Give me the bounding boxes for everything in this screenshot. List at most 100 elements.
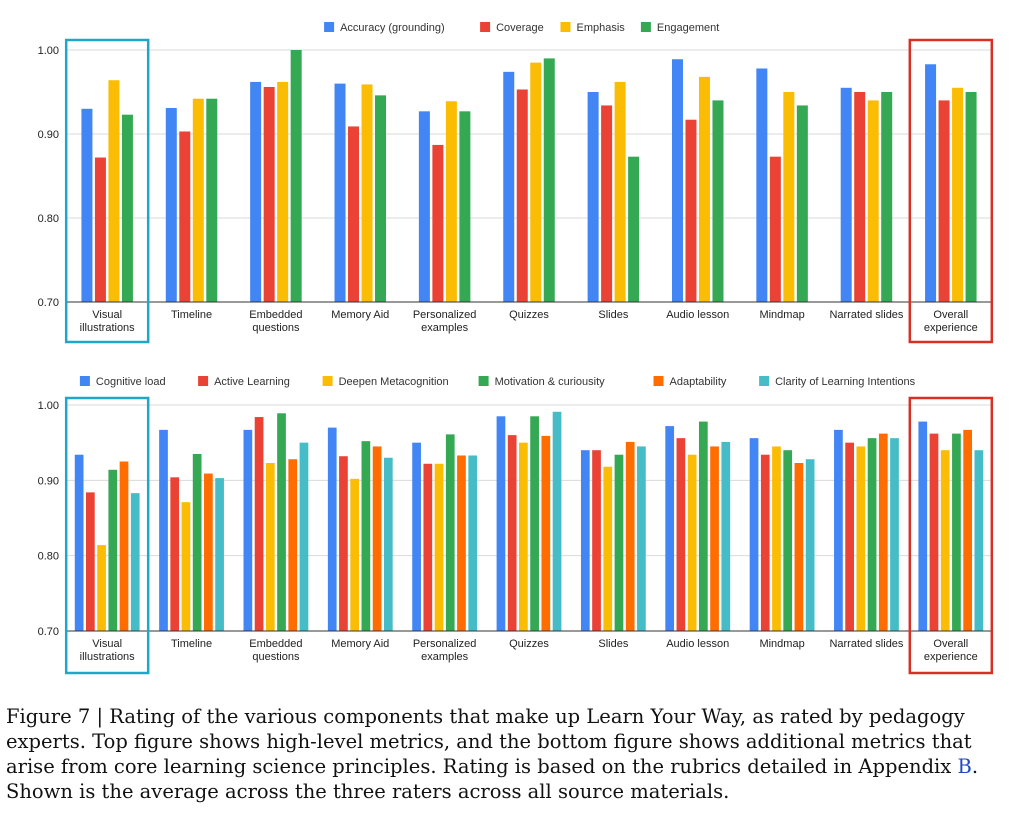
bar xyxy=(796,105,808,302)
legend-swatch xyxy=(759,376,770,386)
bar xyxy=(215,478,224,631)
bar xyxy=(81,108,93,302)
bar xyxy=(592,450,601,631)
y-tick-label: 0.70 xyxy=(38,297,59,309)
caption-text-end: . Shown is the average across the three … xyxy=(6,755,979,803)
bar xyxy=(254,417,264,631)
category-label: Embedded xyxy=(249,309,302,321)
category-label: Visual xyxy=(92,638,122,650)
bar xyxy=(749,438,759,631)
category-label: Embedded xyxy=(249,638,302,650)
bar xyxy=(423,463,433,631)
bar xyxy=(925,64,937,302)
category-label: illustrations xyxy=(80,651,136,663)
bar xyxy=(383,457,393,631)
bottom-metrics-chart: Cognitive load Active Learning Deepen Meta… xyxy=(38,376,994,675)
appendix-link[interactable]: B xyxy=(957,755,972,778)
bar xyxy=(698,76,710,302)
category-label: Mindmap xyxy=(759,638,804,650)
category-label: Audio lesson xyxy=(666,638,729,650)
bar xyxy=(165,107,177,303)
highlight-box xyxy=(908,396,994,675)
figure-caption: Figure 7 | Rating of the various compone… xyxy=(6,704,1010,804)
y-tick-label: 0.90 xyxy=(38,475,59,487)
category-label: Mindmap xyxy=(759,309,804,321)
category-label: examples xyxy=(421,322,469,334)
bar xyxy=(418,111,430,302)
bar xyxy=(265,463,275,631)
category-label: Quizzes xyxy=(509,309,549,321)
y-tick-label: 0.70 xyxy=(38,626,59,638)
category-label: Memory Aid xyxy=(331,309,389,321)
bar xyxy=(243,429,253,631)
bar xyxy=(181,502,191,631)
bar xyxy=(929,433,939,631)
legend-swatch xyxy=(560,22,571,32)
bar xyxy=(881,92,893,302)
bar xyxy=(772,446,781,631)
bar xyxy=(192,453,202,631)
legend-label: Clarity of Learning Intentions xyxy=(775,376,916,388)
bar xyxy=(834,429,843,631)
bar xyxy=(206,98,218,302)
bar xyxy=(805,459,815,631)
bar xyxy=(334,83,346,302)
y-tick-label: 1.00 xyxy=(38,400,59,412)
y-tick-label: 0.80 xyxy=(38,551,59,563)
bar xyxy=(952,87,964,302)
bar xyxy=(468,455,478,631)
bar xyxy=(503,71,515,302)
legend-swatch xyxy=(653,376,664,386)
bar xyxy=(519,442,528,631)
legend-swatch xyxy=(79,376,90,386)
bar xyxy=(434,463,444,631)
bar xyxy=(867,100,879,303)
bar xyxy=(587,92,599,302)
bar xyxy=(940,450,950,631)
bar xyxy=(601,105,613,302)
bar xyxy=(676,438,686,631)
bar xyxy=(204,473,213,631)
bar xyxy=(974,450,984,631)
bar xyxy=(783,450,793,631)
bar xyxy=(867,438,877,631)
bar xyxy=(698,421,708,631)
bar xyxy=(432,144,444,302)
bar xyxy=(712,100,724,303)
category-label: questions xyxy=(252,322,300,334)
bar xyxy=(769,156,781,302)
bar xyxy=(794,463,804,631)
bar xyxy=(938,100,950,303)
bar xyxy=(130,493,140,631)
highlight-box xyxy=(908,38,994,344)
bar xyxy=(721,441,731,631)
bar xyxy=(665,426,675,631)
bar xyxy=(372,446,382,631)
legend-label: Engagement xyxy=(657,22,719,34)
legend-label: Deepen Metacognition xyxy=(339,376,449,388)
bar xyxy=(963,429,973,631)
bar xyxy=(170,477,180,631)
category-label: Personalized xyxy=(413,638,477,650)
bar xyxy=(277,413,286,631)
caption-text: Figure 7 | Rating of the various compone… xyxy=(6,705,972,778)
legend-swatch xyxy=(198,376,209,386)
category-label: experience xyxy=(924,651,978,663)
bar xyxy=(530,416,539,631)
bar xyxy=(965,92,977,302)
bar xyxy=(614,454,624,631)
category-label: Overall xyxy=(933,638,968,650)
legend-label: Adaptability xyxy=(670,376,727,388)
category-label: Narrated slides xyxy=(829,638,903,650)
bar xyxy=(845,442,854,631)
bar xyxy=(760,454,770,631)
bar xyxy=(580,450,590,631)
bar xyxy=(97,545,106,631)
category-label: questions xyxy=(252,651,300,663)
bar xyxy=(614,81,626,302)
category-label: Quizzes xyxy=(509,638,549,650)
bar xyxy=(361,441,371,631)
bar xyxy=(603,466,613,631)
highlight-box xyxy=(64,38,150,344)
bar xyxy=(94,157,106,302)
